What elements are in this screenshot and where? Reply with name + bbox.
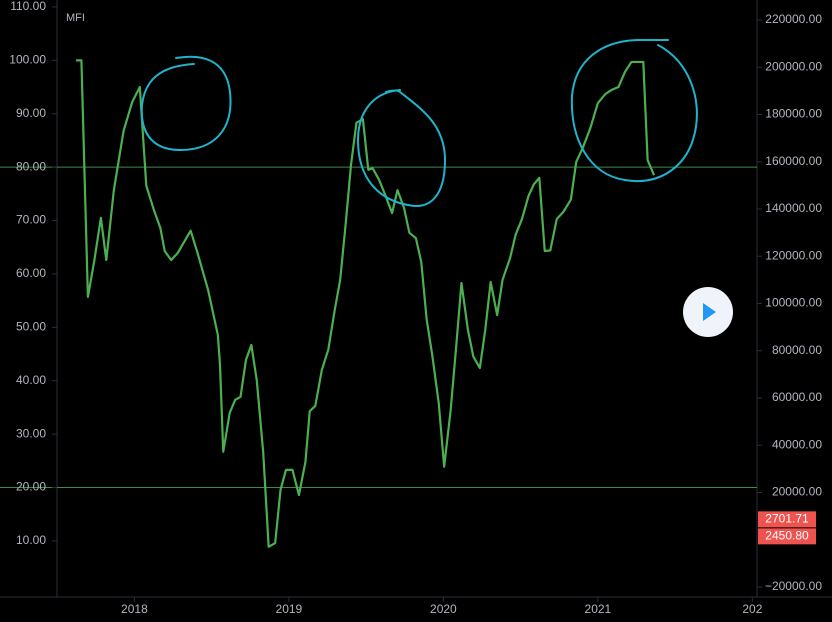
y-tick-label: 70.00 (16, 213, 46, 227)
y-tick-label: 50.00 (16, 320, 46, 334)
x-tick-label: 2021 (585, 602, 612, 616)
y2-tick-label: 200000.00 (765, 59, 822, 73)
plot-area (0, 59, 757, 548)
annotations (140, 39, 698, 207)
y-tick-label: 80.00 (16, 159, 46, 173)
mfi-line (76, 59, 656, 548)
y-tick-label: 110.00 (10, 0, 46, 13)
x-tick-label: 2019 (276, 602, 303, 616)
price-label: 2701.71 (765, 512, 809, 526)
y2-tick-label: 60000.00 (772, 390, 822, 404)
price-label-box (758, 511, 816, 528)
circle-annotation (356, 89, 447, 207)
circle-annotation (570, 39, 698, 183)
x-tick-label: 2018 (121, 602, 148, 616)
x-tick-label: 202 (742, 602, 762, 616)
y-tick-label: 30.00 (16, 426, 46, 440)
indicator-label: MFI (66, 12, 85, 24)
y2-tick-label: 140000.00 (765, 201, 822, 215)
y-tick-label: 100.00 (9, 53, 46, 67)
y2-tick-label: 120000.00 (765, 248, 822, 262)
y2-tick-label: 40000.00 (772, 437, 822, 451)
y-tick-label: 40.00 (16, 373, 46, 387)
y2-tick-label: 160000.00 (765, 154, 822, 168)
y-tick-label: 10.00 (16, 533, 46, 547)
y2-tick-label: 20000.00 (772, 485, 822, 499)
y-tick-label: 20.00 (16, 480, 46, 494)
y2-tick-label: 100000.00 (765, 296, 822, 310)
y2-tick-label: 80000.00 (772, 343, 822, 357)
price-label-box (758, 528, 816, 545)
play-button[interactable] (683, 287, 733, 337)
x-tick-label: 2020 (430, 602, 457, 616)
y2-tick-label: −20000.00 (765, 579, 822, 593)
y2-tick-label: 180000.00 (765, 107, 822, 121)
y2-tick-label: 220000.00 (765, 12, 822, 26)
price-label: 2450.80 (765, 529, 809, 543)
circle-annotation (140, 55, 232, 152)
play-icon[interactable] (703, 303, 716, 321)
y-tick-label: 60.00 (16, 266, 46, 280)
y-tick-label: 90.00 (16, 106, 46, 120)
